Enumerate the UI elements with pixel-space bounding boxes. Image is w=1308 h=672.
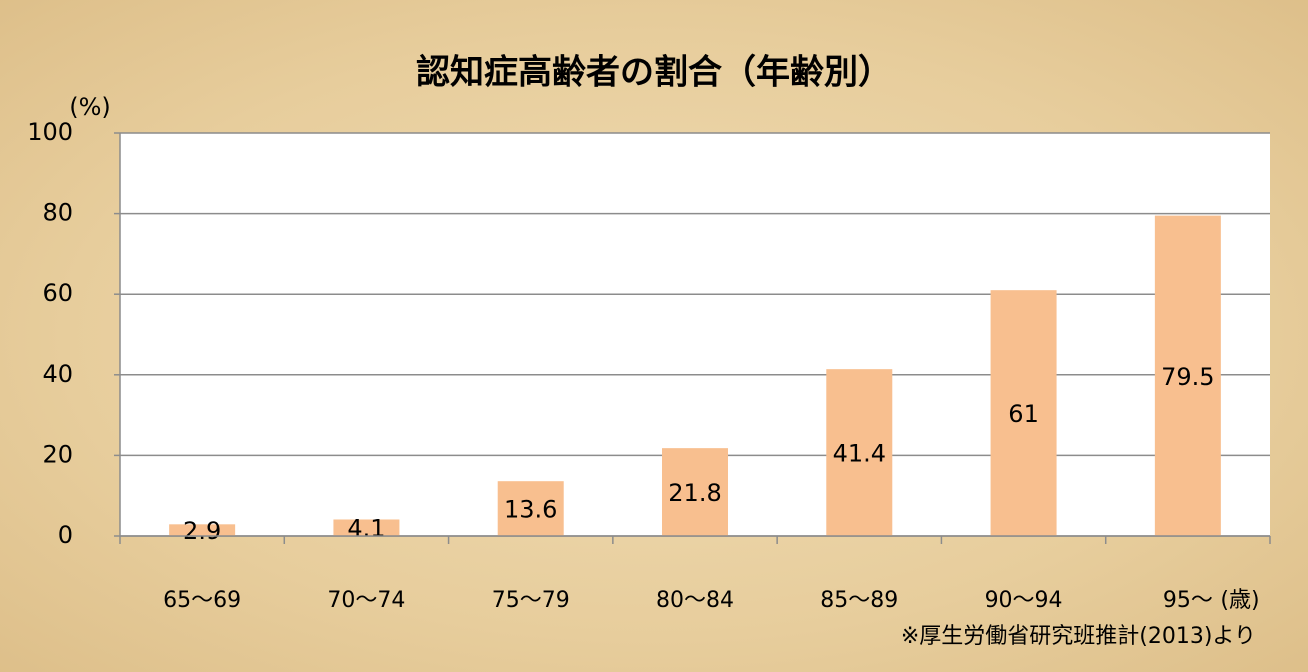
chart-title: 認知症高齢者の割合（年齢別） xyxy=(416,53,892,93)
source-note: ※厚生労働省研究班推計(2013)より xyxy=(901,624,1256,649)
bar xyxy=(1154,215,1221,537)
x-tick-label: 75～79 xyxy=(492,588,570,613)
bar xyxy=(169,524,236,536)
bar xyxy=(662,448,728,536)
bar xyxy=(333,519,400,536)
x-axis-label: (歳) xyxy=(1220,588,1259,613)
bar xyxy=(990,290,1057,536)
y-axis-label: (%) xyxy=(69,93,111,121)
y-tick-label: 20 xyxy=(42,440,73,468)
bar xyxy=(826,369,893,536)
x-tick-label: 90～94 xyxy=(985,588,1063,613)
bar xyxy=(497,481,564,536)
data-label: 4.1 xyxy=(347,515,385,543)
data-label: 41.4 xyxy=(833,440,886,468)
data-label: 2.9 xyxy=(183,517,221,545)
x-tick-label: 80～84 xyxy=(656,588,734,613)
x-tick-label: 95～ xyxy=(1163,588,1213,613)
y-tick-label: 60 xyxy=(42,279,73,307)
data-label: 21.8 xyxy=(668,479,721,507)
data-label: 79.5 xyxy=(1161,363,1214,391)
y-tick-label: 0 xyxy=(58,521,73,549)
data-label: 61 xyxy=(1008,400,1039,428)
data-label: 13.6 xyxy=(504,496,557,524)
y-tick-label: 40 xyxy=(42,360,73,388)
y-tick-label: 80 xyxy=(42,199,73,227)
x-tick-label: 70～74 xyxy=(327,588,405,613)
y-tick-label: 100 xyxy=(27,118,73,146)
x-tick-label: 85～89 xyxy=(820,588,898,613)
x-tick-label: 65～69 xyxy=(163,588,241,613)
